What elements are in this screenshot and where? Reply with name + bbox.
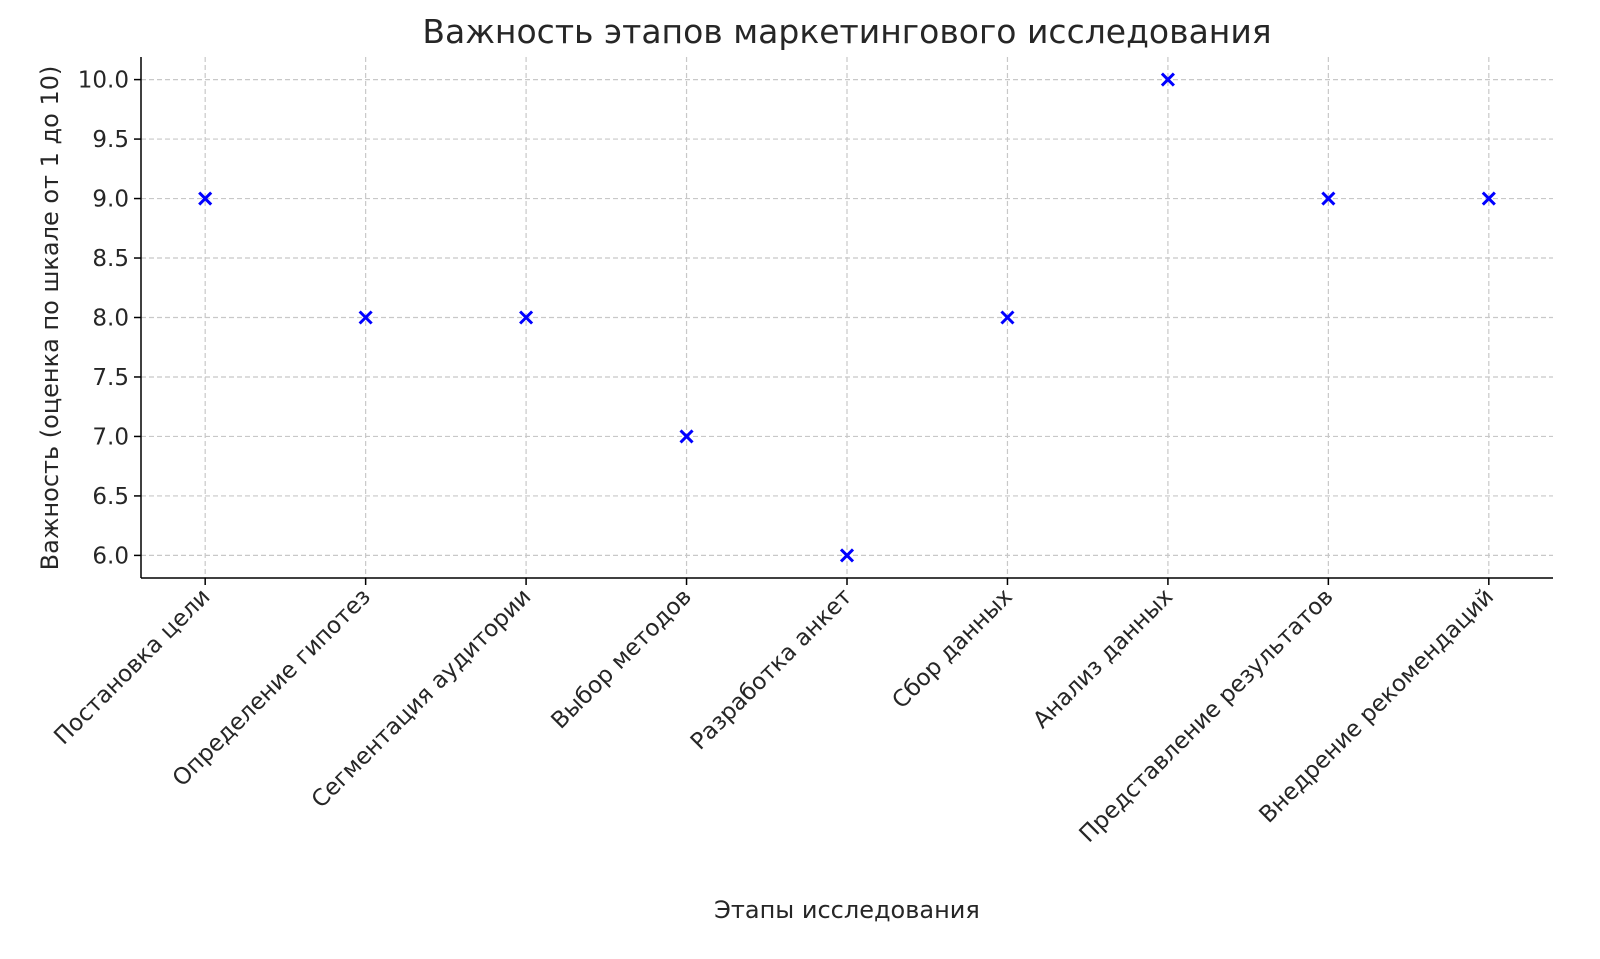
data-point-x-marker — [519, 310, 534, 325]
y-tick-label: 8.5 — [92, 246, 129, 272]
x-tick-label: Разработка анкет — [686, 584, 857, 755]
data-point-x-marker — [198, 191, 213, 206]
y-tick-label: 10.0 — [78, 68, 129, 94]
data-point-x-marker — [358, 310, 373, 325]
x-tick-label: Представление результатов — [1075, 584, 1339, 848]
data-point-x-marker — [679, 429, 694, 444]
x-tick-label: Сбор данных — [888, 584, 1018, 714]
y-axis-label: Важность (оценка по шкале от 1 до 10) — [36, 66, 64, 571]
y-tick-label: 6.0 — [92, 543, 129, 569]
x-tick-label: Выбор методов — [546, 584, 696, 734]
y-tick-label: 8.0 — [92, 306, 129, 332]
chart-title: Важность этапов маркетингового исследова… — [422, 12, 1271, 51]
x-tick-label: Анализ данных — [1028, 584, 1178, 734]
data-point-x-marker — [1321, 191, 1336, 206]
y-tick-label: 6.5 — [92, 484, 129, 510]
y-tick-label: 9.5 — [92, 127, 129, 153]
data-point-x-marker — [1160, 72, 1175, 87]
x-axis-label: Этапы исследования — [714, 896, 980, 924]
y-tick-label: 7.0 — [92, 424, 129, 450]
data-point-x-marker — [839, 548, 855, 563]
y-tick-label: 7.5 — [92, 365, 129, 391]
x-tick-label: Постановка цели — [49, 584, 215, 750]
data-point-x-marker — [1481, 191, 1496, 206]
data-point-x-marker — [1000, 310, 1015, 325]
y-tick-label: 9.0 — [92, 187, 129, 213]
